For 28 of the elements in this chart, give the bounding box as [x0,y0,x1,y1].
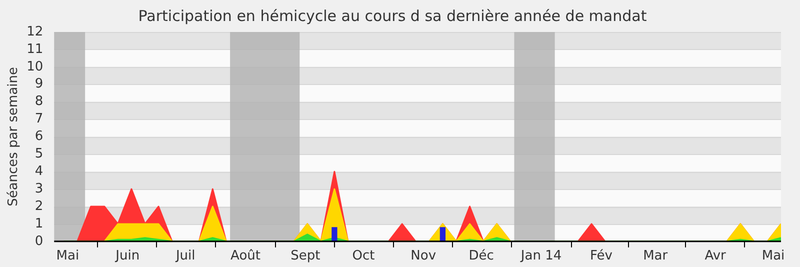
x-tick-label: Juin [114,248,140,264]
y-tick-label: 7 [34,112,44,127]
y-tick-label: 8 [34,94,44,110]
x-tick-label: Déc [468,248,494,264]
y-tick-label: 9 [34,76,44,92]
x-tick-label: Jan 14 [520,248,562,264]
x-tick-label: Oct [352,248,375,264]
x-tick-label: Mar [643,248,668,264]
x-tick-label: Avr [704,248,727,264]
x-tick-label: Fév [590,248,613,264]
y-tick-label: 11 [26,42,44,57]
x-tick-label: Mai [762,248,785,264]
y-tick-label: 1 [34,216,44,232]
y-tick-label: 4 [34,164,44,179]
y-tick-label: 5 [34,146,44,162]
x-tick-label: Août [230,248,261,264]
y-tick-label: 0 [34,234,44,249]
x-tick-label: Juil [174,248,196,264]
x-tick-label: Nov [410,248,436,264]
x-tick-label: Mai [56,248,80,264]
y-tick-label: 3 [34,181,44,196]
x-tick-label: Sept [290,248,320,264]
y-tick-label: 12 [26,24,44,40]
y-tick-label: 6 [34,129,44,144]
y-axis-title: Séances par semaine [6,66,22,206]
y-tick-label: 2 [34,198,44,214]
chart-title: Participation en hémicycle au cours d sa dernière année de mandat [138,6,647,25]
y-tick-label: 10 [26,59,44,74]
